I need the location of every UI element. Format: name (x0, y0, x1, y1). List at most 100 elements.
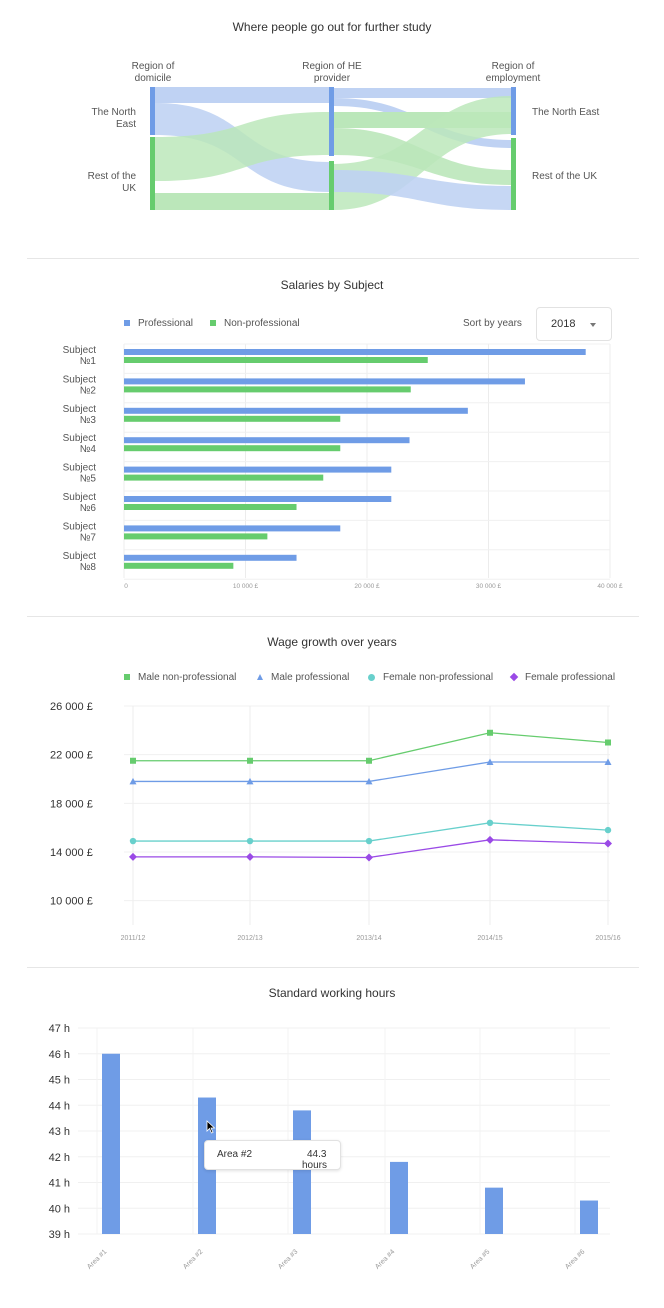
legend-marker-square (210, 320, 216, 327)
point-circle-5[interactable] (604, 826, 612, 834)
bar-non-professional-4[interactable] (124, 445, 341, 452)
x-tick-label: 2011/12 (121, 935, 146, 942)
legend-label: Professional (138, 318, 194, 329)
bar-non-professional-2[interactable] (124, 386, 411, 393)
title-sankey: Where people go out for further study (232, 20, 432, 34)
point-circle-4[interactable] (486, 819, 494, 826)
point-circle-2[interactable] (246, 837, 254, 845)
bar-professional-8[interactable] (124, 554, 297, 561)
title-working-hours: Standard working hours (268, 986, 396, 1000)
sankey-node-provider-ruk[interactable] (329, 161, 334, 210)
point-square-3[interactable] (366, 757, 372, 764)
x-tick-label: Area #2 (182, 1248, 204, 1270)
legend-label: Female professional (525, 672, 616, 683)
title-salaries: Salaries by Subject (280, 278, 384, 292)
point-square-2[interactable] (247, 757, 253, 764)
legend-label: Female non-professional (383, 672, 494, 683)
point-triangle-5[interactable] (604, 758, 612, 765)
y-tick-label: Subject №7 (63, 521, 97, 543)
sankey-diagram (150, 87, 516, 210)
legend-marker-circle (368, 673, 375, 681)
sankey-right-label-rest-uk: Rest of the UK (532, 171, 598, 182)
legend-female-non-professional[interactable]: Female non-professional (368, 672, 493, 683)
sort-label: Sort by years (463, 318, 522, 329)
wage-chart: 26 000 £ 22 000 £ 18 000 £ 14 000 £ 10 000 £… (50, 701, 621, 942)
y-tick-label: 46 h (49, 1049, 70, 1061)
sankey-left-label-north-east: The North East (91, 107, 136, 130)
sankey-node-provider-ne[interactable] (329, 87, 334, 156)
bar-non-professional-7[interactable] (124, 533, 268, 540)
x-tick-label: 2013/14 (356, 935, 381, 942)
x-tick-label: 30 000 £ (476, 583, 502, 590)
sankey-flow-p-ruk-emp-ruk[interactable] (334, 170, 512, 210)
point-triangle-1[interactable] (129, 777, 137, 785)
point-diamond-1[interactable] (129, 852, 137, 861)
point-square-4[interactable] (487, 729, 493, 736)
bar-professional-1[interactable] (124, 349, 586, 355)
y-tick-label: 42 h (49, 1152, 70, 1164)
year-select[interactable]: 2018 (536, 307, 612, 341)
salaries-chart: Subject №1 Subject №2 Subject №3 Subject №4 Subj… (63, 343, 623, 590)
point-triangle-2[interactable] (246, 777, 254, 785)
point-square-1[interactable] (130, 757, 136, 764)
y-tick-label: Subject №8 (63, 551, 97, 573)
point-diamond-5[interactable] (604, 839, 612, 848)
sankey-flow-ruk-ne[interactable] (155, 112, 330, 181)
sankey-node-domicile-ne[interactable] (150, 87, 155, 135)
legend-female-professional[interactable]: Female professional (509, 672, 616, 683)
point-triangle-4[interactable] (486, 758, 494, 765)
bar-non-professional-8[interactable] (124, 562, 234, 569)
x-tick-label: 20 000 £ (354, 583, 380, 590)
bar-non-professional-6[interactable] (124, 504, 297, 510)
bar-non-professional-1[interactable] (124, 357, 428, 363)
bar-professional-2[interactable] (124, 378, 525, 385)
sankey-flow-ruk-ruk[interactable] (155, 193, 330, 210)
sankey-flow-p-ne-emp-ne[interactable] (334, 88, 512, 98)
bar-area-5[interactable] (485, 1187, 503, 1234)
sankey-node-domicile-ruk[interactable] (150, 137, 155, 210)
y-tick-label: Subject №3 (63, 404, 97, 426)
legend-label: Male professional (271, 672, 350, 683)
y-tick-label: Subject №1 (63, 345, 97, 367)
legend-male-professional[interactable]: Male professional (257, 672, 349, 683)
y-tick-label: 41 h (49, 1178, 70, 1190)
bar-area-6[interactable] (580, 1200, 598, 1234)
point-circle-3[interactable] (365, 837, 373, 845)
bar-area-3[interactable] (293, 1110, 311, 1234)
bar-area-4[interactable] (390, 1161, 408, 1234)
x-tick-label: Area #3 (277, 1248, 299, 1270)
bar-professional-3[interactable] (124, 407, 468, 414)
y-tick-label: Subject №2 (63, 374, 97, 396)
y-tick-label: 18 000 £ (50, 798, 93, 810)
bar-non-professional-5[interactable] (124, 474, 324, 481)
bar-professional-7[interactable] (124, 525, 341, 532)
point-triangle-3[interactable] (365, 777, 373, 785)
legend-label: Male non-professional (138, 672, 237, 683)
point-diamond-4[interactable] (486, 835, 494, 844)
legend-label: Non-professional (224, 318, 300, 329)
x-tick-label: 40 000 £ (597, 583, 623, 590)
sankey-flow-ne-ne[interactable] (155, 87, 330, 103)
bar-non-professional-3[interactable] (124, 415, 341, 422)
legend-male-non-professional[interactable]: Male non-professional (124, 672, 236, 683)
bar-area-1[interactable] (102, 1053, 120, 1234)
x-tick-label: Area #6 (564, 1248, 586, 1270)
point-circle-1[interactable] (129, 837, 137, 845)
legend-marker-triangle (257, 674, 263, 681)
y-tick-label: 10 000 £ (50, 896, 93, 908)
legend-non-professional[interactable]: Non-professional (210, 318, 300, 329)
y-tick-label: 47 h (49, 1023, 70, 1035)
sankey-node-employment-ruk[interactable] (511, 138, 516, 210)
point-diamond-3[interactable] (365, 853, 373, 862)
point-diamond-2[interactable] (246, 852, 254, 861)
legend-professional[interactable]: Professional (124, 318, 193, 329)
bar-professional-4[interactable] (124, 437, 410, 444)
y-tick-label: 44 h (49, 1100, 70, 1112)
bar-professional-5[interactable] (124, 466, 392, 473)
bar-professional-6[interactable] (124, 496, 392, 502)
y-tick-label: 39 h (49, 1229, 70, 1241)
sankey-node-employment-ne[interactable] (511, 87, 516, 135)
x-tick-label: 2014/15 (477, 935, 502, 942)
point-square-5[interactable] (605, 739, 611, 746)
